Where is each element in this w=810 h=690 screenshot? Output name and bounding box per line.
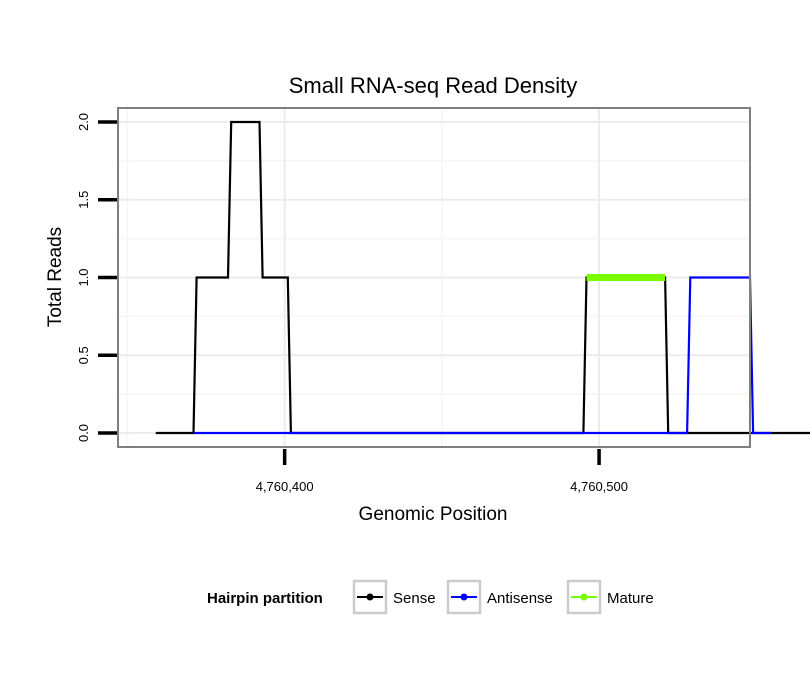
legend-key-dot (366, 593, 374, 601)
legend-item-sense: Sense (352, 579, 436, 615)
y-tick-label: 2.0 (76, 113, 91, 131)
x-axis: 4,760,400 4,760,500 (256, 449, 628, 494)
series-line-antisense (193, 276, 772, 435)
legend-label: Antisense (487, 590, 553, 607)
plot-border (117, 107, 751, 448)
x-tick-label: 4,760,500 (570, 479, 628, 494)
legend-label: Sense (393, 590, 436, 607)
legend: Hairpin partition Sense Antisense Mature (207, 579, 654, 615)
legend-item-antisense: Antisense (446, 579, 553, 615)
y-tick-label: 1.5 (76, 191, 91, 209)
legend-title: Hairpin partition (207, 590, 323, 607)
x-tick-label: 4,760,400 (256, 479, 314, 494)
legend-key-dot (460, 593, 468, 601)
y-axis: 0.0 0.5 1.0 1.5 2.0 (76, 113, 117, 442)
y-tick-label: 1.0 (76, 268, 91, 286)
x-axis-label: Genomic Position (359, 504, 508, 525)
chart-title: Small RNA-seq Read Density (289, 73, 578, 98)
y-tick-label: 0.5 (76, 346, 91, 364)
y-tick-label: 0.0 (76, 424, 91, 442)
legend-label: Mature (607, 590, 654, 607)
y-axis-label: Total Reads (45, 227, 66, 327)
series-layer (155, 120, 810, 435)
legend-item-mature: Mature (566, 579, 654, 615)
legend-key-dot (580, 593, 588, 601)
